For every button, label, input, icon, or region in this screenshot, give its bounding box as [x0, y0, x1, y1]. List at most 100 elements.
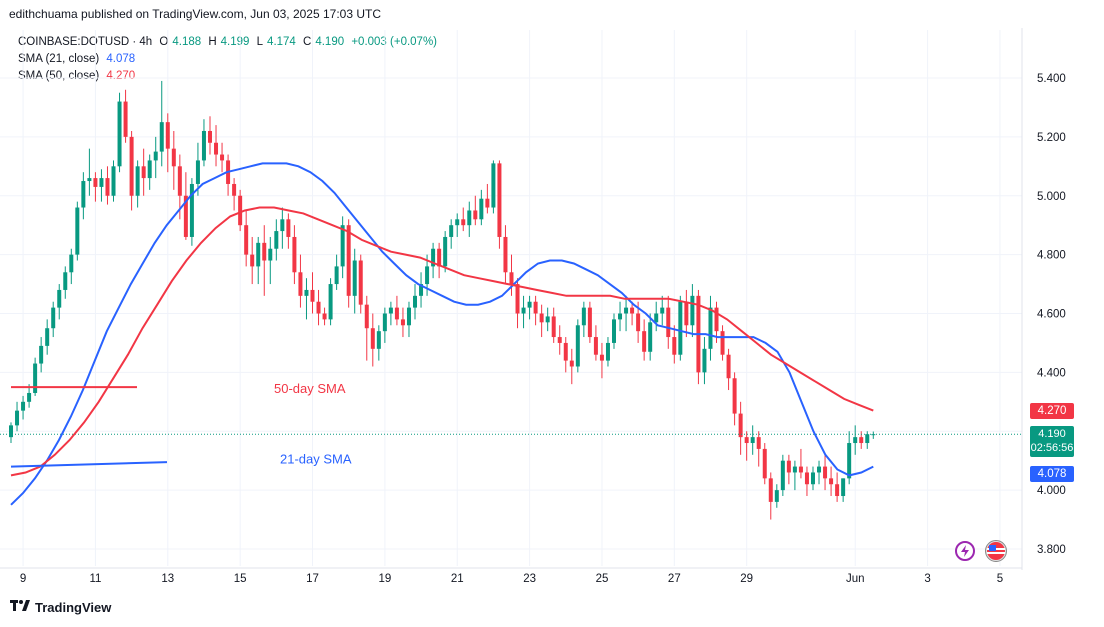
y-tick-label: 5.000: [1037, 191, 1066, 203]
candle-up: [159, 122, 164, 152]
candle-up: [117, 101, 122, 167]
sma21-line: [10, 162, 874, 506]
candle-up: [467, 210, 472, 226]
candle-up: [352, 260, 357, 296]
current-price-tag: 4.190 02:56:56: [1030, 426, 1074, 458]
lightning-icon[interactable]: [955, 541, 975, 561]
candle-down: [437, 248, 442, 267]
candle-down: [286, 219, 291, 237]
candle-down: [786, 460, 791, 473]
drawn-lines: 50-day SMA 21-day SMA: [10, 381, 352, 468]
sma50-line: [10, 206, 874, 477]
countdown-value: 02:56:56: [1030, 442, 1074, 455]
candle-down: [105, 178, 110, 196]
candle-up: [147, 160, 152, 179]
y-tick-label: 4.400: [1037, 367, 1066, 379]
open-key: O: [159, 36, 169, 48]
candle-up: [413, 295, 418, 308]
candle-down: [93, 178, 98, 187]
candle-down: [551, 316, 556, 338]
candle-down: [732, 378, 737, 414]
x-tick-label: 3: [924, 573, 930, 585]
candle-up: [449, 225, 454, 237]
candle-down: [539, 313, 544, 323]
y-tick-label: 3.800: [1037, 544, 1066, 556]
candle-down: [684, 301, 689, 326]
candle-up: [618, 313, 623, 320]
y-tick-label: 4.000: [1037, 485, 1066, 497]
brand-name: TradingView: [35, 600, 112, 615]
candle-down: [461, 219, 466, 226]
candle-up: [27, 392, 32, 402]
candle-down: [292, 236, 297, 273]
candle-down: [515, 284, 520, 314]
candle-down: [720, 331, 725, 355]
candle-down: [804, 472, 809, 485]
candle-up: [111, 166, 116, 196]
candle-down: [744, 437, 749, 444]
candle-up: [45, 328, 50, 346]
candle-up: [521, 307, 526, 314]
sma50-value: 4.270: [106, 70, 136, 82]
candle-down: [238, 195, 243, 226]
high-key: H: [208, 36, 217, 48]
candle-down: [509, 272, 514, 285]
candle-down: [587, 307, 592, 338]
candle-up: [189, 183, 194, 237]
sma21-annotation: 21-day SMA: [280, 452, 352, 467]
x-tick-label: 23: [523, 573, 536, 585]
candle-down: [207, 130, 212, 143]
candle-up: [491, 163, 496, 208]
candle-up: [817, 466, 822, 473]
candle-up: [708, 307, 713, 349]
candle-down: [473, 210, 478, 220]
candle-up: [455, 219, 460, 226]
x-tick-label: 29: [740, 573, 753, 585]
candle-up: [69, 254, 74, 273]
candle-up: [425, 266, 430, 285]
close-key: C: [303, 36, 312, 48]
candle-down: [165, 122, 170, 149]
tradingview-brand[interactable]: TradingView: [10, 600, 111, 615]
candle-up: [575, 325, 580, 367]
x-tick-label: 11: [89, 573, 101, 585]
candle-up: [51, 307, 56, 329]
candle-down: [171, 148, 176, 167]
candle-up: [810, 472, 815, 485]
candle-down: [630, 307, 635, 314]
candle-down: [829, 478, 834, 485]
candle-up: [624, 307, 629, 314]
candle-up: [39, 345, 44, 364]
symbol-legend[interactable]: COINBASE:DOTUSD · 4h O 4.188 H 4.199 L 4.17…: [18, 36, 441, 48]
candle-up: [406, 307, 411, 326]
candle-down: [220, 154, 225, 161]
us-flag-icon[interactable]: [985, 540, 1007, 562]
sma21-price-tag: 4.078: [1030, 466, 1074, 483]
candle-down: [672, 337, 677, 355]
candle-down: [394, 307, 399, 320]
candle-down: [599, 354, 604, 361]
publisher-line: edithchuama published on TradingView.com…: [9, 7, 382, 21]
y-tick-label: 4.600: [1037, 309, 1066, 321]
candle-up: [57, 289, 62, 308]
candle-down: [129, 136, 134, 196]
candle-up: [388, 307, 393, 314]
candle-down: [123, 101, 128, 137]
candle-up: [545, 316, 550, 323]
grid-lines: [0, 28, 1023, 570]
candle-down: [177, 166, 182, 196]
candle-up: [648, 322, 653, 352]
candle-up: [690, 295, 695, 326]
candle-up: [268, 248, 273, 261]
candle-up: [99, 178, 104, 187]
sma50-legend[interactable]: SMA (50, close) 4.270: [18, 70, 139, 82]
candle-up: [780, 460, 785, 491]
candle-up: [334, 266, 339, 285]
current-price-value: 4.190: [1038, 428, 1066, 441]
candle-up: [678, 301, 683, 355]
sma21-legend[interactable]: SMA (21, close) 4.078: [18, 53, 139, 65]
candle-up: [527, 301, 532, 308]
candle-down: [183, 195, 188, 237]
candle-up: [63, 272, 68, 290]
